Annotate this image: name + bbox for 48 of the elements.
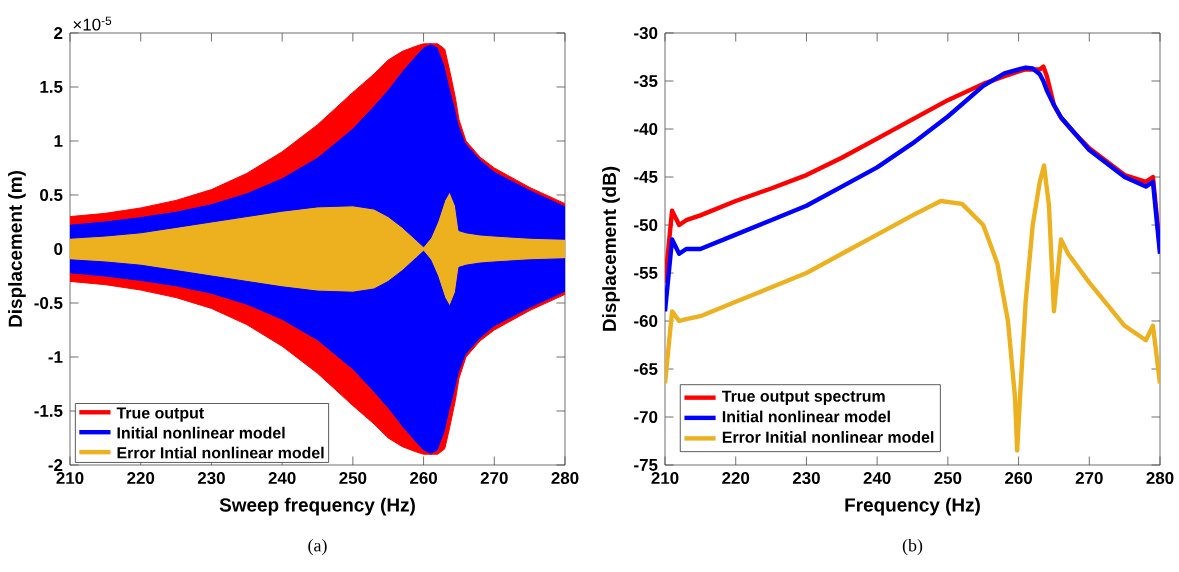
y-axis-title: Displacement (m) <box>8 171 26 327</box>
legend-label: True output spectrum <box>721 390 885 405</box>
y-tick-label: -60 <box>634 315 658 327</box>
x-tick-label: 280 <box>551 472 579 485</box>
legend-label: True output <box>116 407 204 422</box>
y-tick-label: -1.5 <box>34 405 63 417</box>
y-tick-label: -0.5 <box>34 297 63 309</box>
x-tick-label: 220 <box>127 472 155 485</box>
legend-label: Initial nonlinear model <box>722 410 890 423</box>
y-tick-label: 0.5 <box>40 189 63 201</box>
x-tick-label: 270 <box>1075 472 1103 485</box>
legend-label: Error Intial nonlinear model <box>117 446 324 459</box>
y-tick-label: -30 <box>634 27 658 39</box>
x-tick-label: 240 <box>268 472 296 485</box>
x-tick-label: 230 <box>197 472 225 485</box>
x-tick-label: 220 <box>722 472 750 485</box>
x-tick-label: 210 <box>651 472 679 485</box>
y-axis-title: Displacement (dB) <box>602 166 620 331</box>
x-tick-label: 250 <box>934 472 962 485</box>
legend-label: Error Initial nonlinear model <box>722 431 934 443</box>
y-tick-label: -75 <box>634 459 658 471</box>
y-tick-label: -70 <box>634 411 658 423</box>
y-tick-label: -1 <box>48 351 63 363</box>
text: (a) <box>308 538 327 556</box>
x-tick-label: 250 <box>339 472 367 485</box>
y-tick-label: 0 <box>54 243 63 255</box>
text: ×10$^{-5}$ <box>73 16 112 31</box>
x-tick-label: 260 <box>1005 472 1032 485</box>
text: (b) <box>902 538 923 556</box>
x-axis-title: Sweep frequency (Hz) <box>219 497 415 516</box>
y-tick-label: -45 <box>634 171 658 183</box>
x-tick-label: 240 <box>863 472 891 485</box>
y-tick-label: -35 <box>634 75 658 87</box>
legend-label: Initial nonlinear model <box>117 426 285 439</box>
y-tick-label: 1.5 <box>40 81 63 93</box>
y-tick-label: -55 <box>634 267 658 279</box>
y-tick-label: 1 <box>54 135 63 147</box>
y-tick-label: 2 <box>54 27 63 39</box>
y-tick-label: -50 <box>634 219 658 231</box>
x-tick-label: 280 <box>1146 472 1174 485</box>
x-tick-label: 260 <box>410 472 437 485</box>
x-tick-label: 210 <box>56 472 84 485</box>
x-tick-label: 230 <box>792 472 820 485</box>
y-tick-label: -65 <box>634 363 658 375</box>
y-tick-label: -2 <box>48 459 63 471</box>
y-tick-label: -40 <box>634 123 658 135</box>
x-axis-title: Frequency (Hz) <box>845 497 980 516</box>
x-tick-label: 270 <box>480 472 508 485</box>
